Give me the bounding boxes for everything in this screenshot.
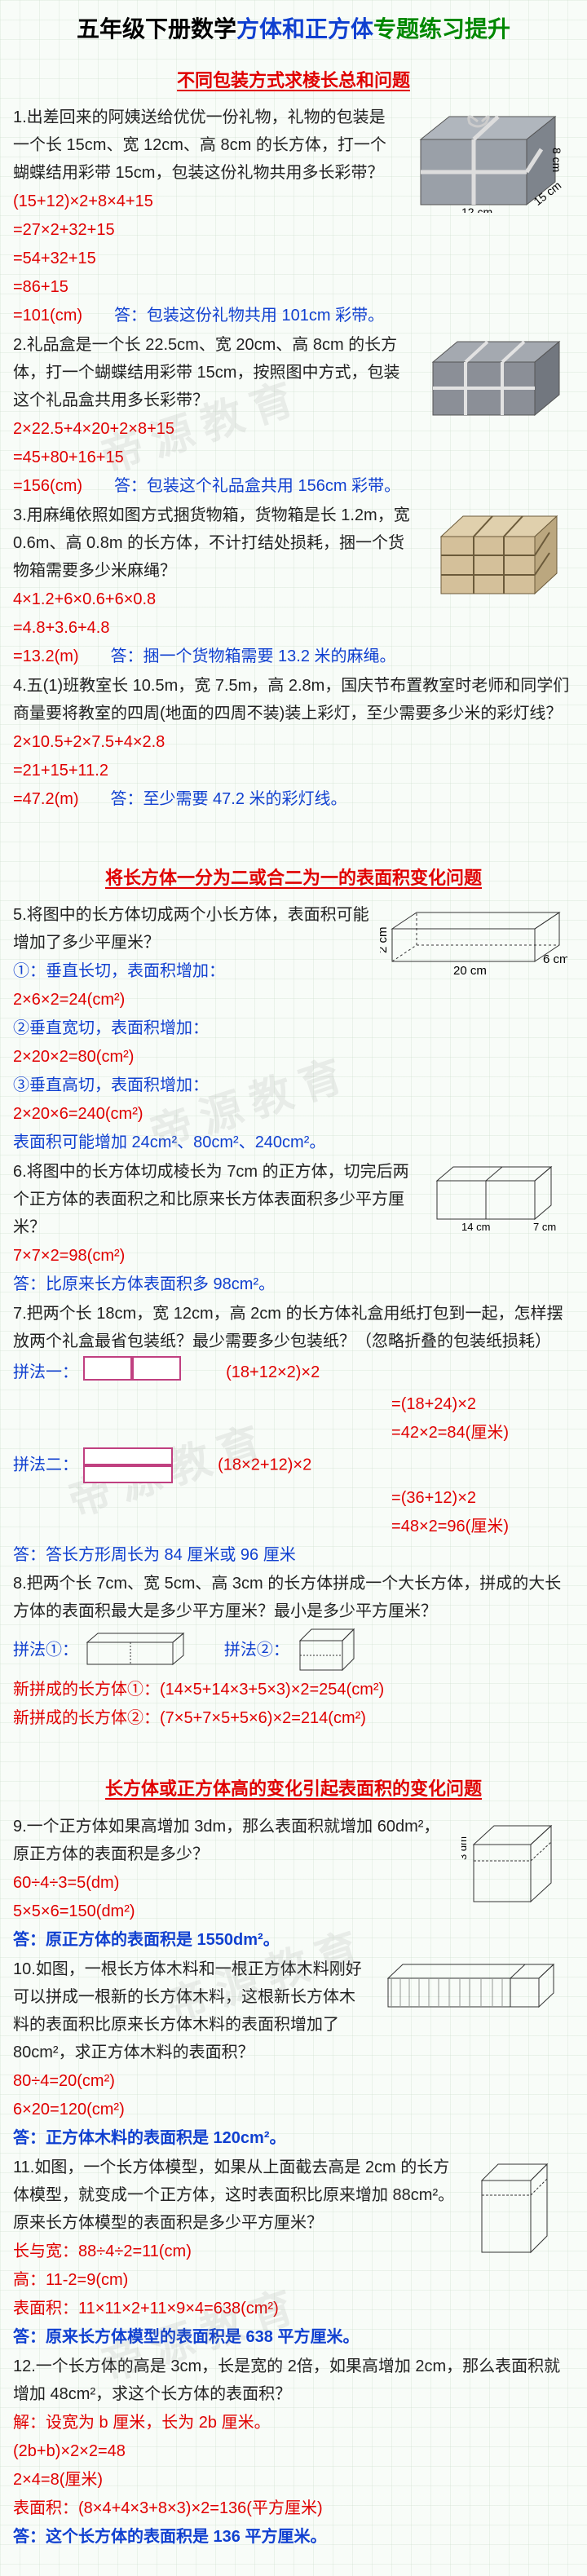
svg-text:8 cm: 8 cm [550,148,563,172]
section1-header: 不同包装方式求棱长总和问题 [13,65,574,95]
q7-m2-label: 拼法二： [13,1456,78,1474]
q3-answer: 答：捆一个货物箱需要 13.2 米的麻绳。 [111,647,396,665]
q7-m1-calc: =42×2=84(厘米) [391,1424,509,1442]
q7-m2-calc: =48×2=96(厘米) [391,1518,509,1535]
q5-calc: 2×20×6=240(cm²) [13,1100,574,1128]
svg-text:20 cm: 20 cm [453,964,487,978]
q3-result: =13.2(m) [13,647,79,665]
q7-m1-calc-row: =42×2=84(厘米) [13,1419,574,1447]
cuboid-diagram-q6: 14 cm 7 cm [429,1160,567,1234]
q1-calc: =86+15 [13,273,574,301]
section3-header: 长方体或正方体高的变化引起表面积的变化问题 [13,1774,574,1804]
q5-calc: 2×20×2=80(cm²) [13,1043,574,1071]
title-seg1: 五年级下册数学 [77,16,236,42]
svg-text:6 cm: 6 cm [543,952,567,966]
q5-sub: ②垂直宽切，表面积增加： [13,1014,574,1042]
q1-calc: =54+32+15 [13,245,574,272]
cube-diagram-q9: 3 dm [461,1816,567,1914]
q5-sub: ③垂直高切，表面积增加： [13,1071,574,1099]
q2-calc: =45+80+16+15 [13,444,574,471]
q7-m2-calc-row: =(36+12)×2 [13,1484,574,1512]
q12-calc: 解：设宽为 b 厘米，长为 2b 厘米。 [13,2409,574,2437]
cuboid-diagram-q5: 20 cm 6 cm 2 cm [380,904,567,982]
q7-m2-calc: =(36+12)×2 [391,1489,476,1507]
log-diagram-q10 [380,1958,567,2019]
svg-text:3 dm: 3 dm [461,1836,469,1860]
q7-m2-calc: (18×2+12)×2 [218,1456,311,1474]
q10-calc: 80÷4=20(cm²) [13,2067,574,2095]
q7-m1-calc: (18+12×2)×2 [226,1363,320,1381]
cuboid-diagram-q11 [470,2156,567,2262]
q7-m2-calc-row: =48×2=96(厘米) [13,1513,574,1540]
cuboid-sketch-2 [294,1626,367,1675]
q4-answer: 答：至少需要 47.2 米的彩灯线。 [111,790,347,808]
q7-answer: 答：答长方形周长为 84 厘米或 96 厘米 [13,1541,574,1569]
q12-answer: 答：这个长方体的表面积是 136 平方厘米。 [13,2523,574,2551]
cuboid-sketch-1 [83,1630,197,1671]
page-title: 五年级下册数学方体和正方体专题练习提升 [13,10,574,49]
q4-calc: =21+15+11.2 [13,757,574,784]
q12-calc: (2b+b)×2×2=48 [13,2437,574,2465]
cargo-box-diagram [429,504,567,602]
q4-calc: 2×10.5+2×7.5+4×2.8 [13,728,574,756]
q7-m1-calc: =(18+24)×2 [391,1395,476,1413]
q1-calc: =27×2+32+15 [13,216,574,244]
q8-calc: 新拼成的长方体②：(7×5+7×5+5×6)×2=214(cm²) [13,1704,574,1732]
q8-m2-label: 拼法②： [224,1641,289,1659]
q8-m1-label: 拼法①： [13,1641,78,1659]
q7-m1-label: 拼法一： [13,1363,78,1381]
section2-header: 将长方体一分为二或合二为一的表面积变化问题 [13,863,574,893]
title-seg3: 专题练习提升 [373,16,510,42]
q2-answer: 答：包装这个礼品盒共用 156cm 彩带。 [114,477,400,495]
q5-answer: 表面积可能增加 24cm²、80cm²、240cm²。 [13,1129,574,1156]
q12-calc: 表面积：(8×4+4×3+8×3)×2=136(平方厘米) [13,2494,574,2522]
gift-box-diagram-2 [421,334,567,423]
q7-m1-calc-row: =(18+24)×2 [13,1390,574,1418]
q11-answer: 答：原来长方体模型的表面积是 638 平方厘米。 [13,2323,574,2351]
title-seg2: 方体和正方体 [236,16,373,42]
q7-method1-row: 拼法一： (18+12×2)×2 [13,1356,574,1390]
layout-shape [83,1447,173,1483]
q8-methods-row: 拼法①： 拼法②： [13,1626,574,1675]
q5-calc: 2×6×2=24(cm²) [13,986,574,1014]
svg-text:2 cm: 2 cm [380,927,390,954]
q12-text: 12.一个长方体的高是 3cm，长是宽的 2倍，如果高增加 2cm，那么表面积就… [13,2353,574,2408]
q2-result: =156(cm) [13,477,82,495]
q10-calc: 6×20=120(cm²) [13,2096,574,2123]
q6-calc: 7×7×2=98(cm²) [13,1242,574,1270]
layout-shape [83,1356,181,1390]
q4-text: 4.五(1)班教室长 10.5m，宽 7.5m，高 2.8m，国庆节布置教室时老… [13,672,574,727]
q12-calc: 2×4=8(厘米) [13,2466,574,2494]
svg-text:7 cm: 7 cm [533,1221,556,1233]
q6-answer: 答：比原来长方体表面积多 98cm²。 [13,1270,574,1298]
q9-answer: 答：原正方体的表面积是 1550dm²。 [13,1926,574,1954]
svg-text:12 cm: 12 cm [461,205,492,213]
gift-box-diagram-1: 12 cm 15 cm 8 cm [404,107,567,213]
q7-text: 7.把两个长 18cm，宽 12cm，高 2cm 的长方体礼盒用纸打包到一起，怎… [13,1300,574,1355]
q11-calc: 高：11-2=9(cm) [13,2266,574,2294]
svg-text:14 cm: 14 cm [461,1221,490,1233]
q11-calc: 表面积：11×11×2+11×9×4=638(cm²) [13,2295,574,2322]
q4-ans-line: =47.2(m) 答：至少需要 47.2 米的彩灯线。 [13,785,574,813]
q8-text: 8.把两个长 7cm、宽 5cm、高 3cm 的长方体拼成一个大长方体，拼成的大… [13,1570,574,1625]
q3-calc: =4.8+3.6+4.8 [13,614,574,642]
q7-method2-row: 拼法二： (18×2+12)×2 [13,1447,574,1483]
q1-ans-line: =101(cm) 答：包装这份礼物共用 101cm 彩带。 [13,302,574,329]
q1-result: =101(cm) [13,307,82,325]
q10-answer: 答：正方体木料的表面积是 120cm²。 [13,2124,574,2152]
q3-ans-line: =13.2(m) 答：捆一个货物箱需要 13.2 米的麻绳。 [13,643,574,670]
q4-result: =47.2(m) [13,790,79,808]
q8-calc: 新拼成的长方体①：(14×5+14×3+5×3)×2=254(cm²) [13,1676,574,1703]
q2-ans-line: =156(cm) 答：包装这个礼品盒共用 156cm 彩带。 [13,472,574,500]
q1-answer: 答：包装这份礼物共用 101cm 彩带。 [114,307,384,325]
